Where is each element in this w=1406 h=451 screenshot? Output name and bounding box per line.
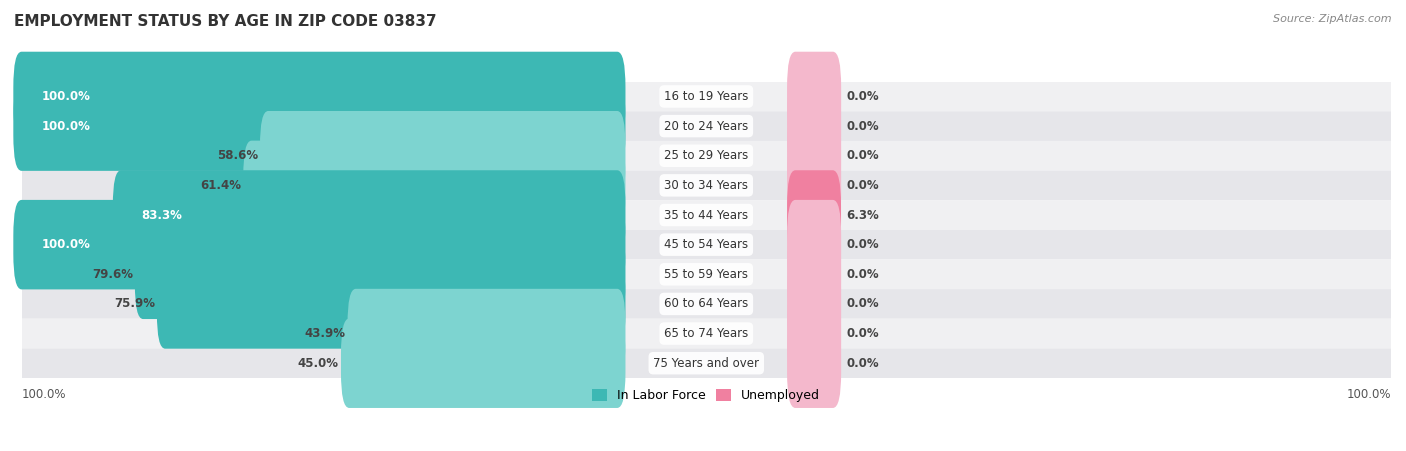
Text: 43.9%: 43.9% — [305, 327, 346, 340]
FancyBboxPatch shape — [21, 82, 1391, 111]
Text: 60 to 64 Years: 60 to 64 Years — [664, 297, 748, 310]
FancyBboxPatch shape — [342, 318, 626, 408]
Text: 0.0%: 0.0% — [846, 238, 879, 251]
Text: 0.0%: 0.0% — [846, 357, 879, 370]
Text: 61.4%: 61.4% — [200, 179, 242, 192]
Text: EMPLOYMENT STATUS BY AGE IN ZIP CODE 03837: EMPLOYMENT STATUS BY AGE IN ZIP CODE 038… — [14, 14, 437, 28]
FancyBboxPatch shape — [243, 141, 626, 230]
Text: 0.0%: 0.0% — [846, 327, 879, 340]
FancyBboxPatch shape — [21, 111, 1391, 141]
Text: 25 to 29 Years: 25 to 29 Years — [664, 149, 748, 162]
Text: 6.3%: 6.3% — [846, 208, 879, 221]
Text: 100.0%: 100.0% — [42, 120, 91, 133]
Text: 30 to 34 Years: 30 to 34 Years — [664, 179, 748, 192]
Text: 75 Years and over: 75 Years and over — [654, 357, 759, 370]
Text: 0.0%: 0.0% — [846, 90, 879, 103]
Text: 35 to 44 Years: 35 to 44 Years — [664, 208, 748, 221]
Text: 0.0%: 0.0% — [846, 268, 879, 281]
FancyBboxPatch shape — [13, 200, 626, 290]
FancyBboxPatch shape — [787, 111, 841, 201]
FancyBboxPatch shape — [157, 259, 626, 349]
Text: 58.6%: 58.6% — [217, 149, 257, 162]
FancyBboxPatch shape — [13, 52, 626, 141]
FancyBboxPatch shape — [787, 52, 841, 141]
Text: 100.0%: 100.0% — [42, 238, 91, 251]
Text: 79.6%: 79.6% — [91, 268, 132, 281]
Text: 45 to 54 Years: 45 to 54 Years — [664, 238, 748, 251]
FancyBboxPatch shape — [135, 230, 626, 319]
Text: 83.3%: 83.3% — [142, 208, 183, 221]
FancyBboxPatch shape — [21, 170, 1391, 200]
Text: 100.0%: 100.0% — [42, 90, 91, 103]
Text: 100.0%: 100.0% — [21, 388, 66, 401]
FancyBboxPatch shape — [787, 289, 841, 378]
FancyBboxPatch shape — [787, 141, 841, 230]
Text: 0.0%: 0.0% — [846, 149, 879, 162]
FancyBboxPatch shape — [787, 81, 841, 171]
Text: 55 to 59 Years: 55 to 59 Years — [664, 268, 748, 281]
Text: 0.0%: 0.0% — [846, 179, 879, 192]
FancyBboxPatch shape — [21, 319, 1391, 348]
Text: 16 to 19 Years: 16 to 19 Years — [664, 90, 748, 103]
Text: 65 to 74 Years: 65 to 74 Years — [664, 327, 748, 340]
FancyBboxPatch shape — [112, 170, 626, 260]
FancyBboxPatch shape — [21, 259, 1391, 289]
Legend: In Labor Force, Unemployed: In Labor Force, Unemployed — [588, 384, 825, 407]
FancyBboxPatch shape — [787, 259, 841, 349]
FancyBboxPatch shape — [21, 141, 1391, 170]
Text: 20 to 24 Years: 20 to 24 Years — [664, 120, 748, 133]
FancyBboxPatch shape — [260, 111, 626, 201]
FancyBboxPatch shape — [347, 289, 626, 378]
Text: 0.0%: 0.0% — [846, 297, 879, 310]
Text: Source: ZipAtlas.com: Source: ZipAtlas.com — [1274, 14, 1392, 23]
FancyBboxPatch shape — [21, 230, 1391, 259]
Text: 45.0%: 45.0% — [298, 357, 339, 370]
Text: 0.0%: 0.0% — [846, 120, 879, 133]
Text: 100.0%: 100.0% — [1347, 388, 1391, 401]
FancyBboxPatch shape — [787, 200, 841, 290]
FancyBboxPatch shape — [21, 200, 1391, 230]
FancyBboxPatch shape — [21, 289, 1391, 319]
FancyBboxPatch shape — [787, 170, 841, 260]
FancyBboxPatch shape — [787, 318, 841, 408]
FancyBboxPatch shape — [13, 81, 626, 171]
FancyBboxPatch shape — [787, 230, 841, 319]
Text: 75.9%: 75.9% — [114, 297, 155, 310]
FancyBboxPatch shape — [21, 348, 1391, 378]
